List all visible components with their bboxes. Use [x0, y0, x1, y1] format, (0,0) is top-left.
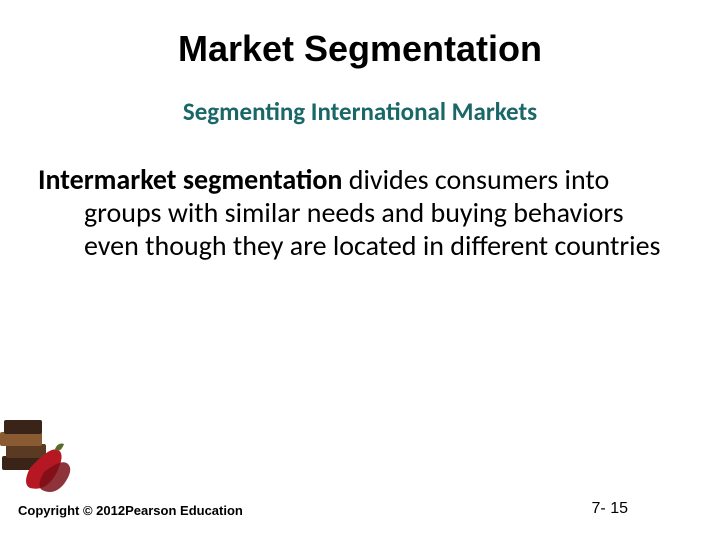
page-num: 15 — [610, 500, 628, 517]
slide-title: Market Segmentation — [38, 28, 682, 70]
chili-icon — [26, 444, 70, 492]
key-term: Intermarket segmentation — [38, 162, 342, 197]
copyright-text: Copyright © 2012Pearson Education — [18, 503, 243, 518]
decorative-image — [0, 416, 90, 496]
footer: Copyright © 2012Pearson Education 7- 15 — [0, 500, 720, 518]
page-number: 7- 15 — [592, 500, 702, 518]
body-line: Intermarket segmentation divides consume… — [38, 163, 672, 262]
body-paragraph: Intermarket segmentation divides consume… — [38, 163, 682, 262]
page-prefix: 7- — [592, 500, 606, 517]
slide: Market Segmentation Segmenting Internati… — [0, 0, 720, 540]
chocolate-stack-icon — [0, 420, 46, 470]
slide-subtitle: Segmenting International Markets — [38, 96, 682, 127]
